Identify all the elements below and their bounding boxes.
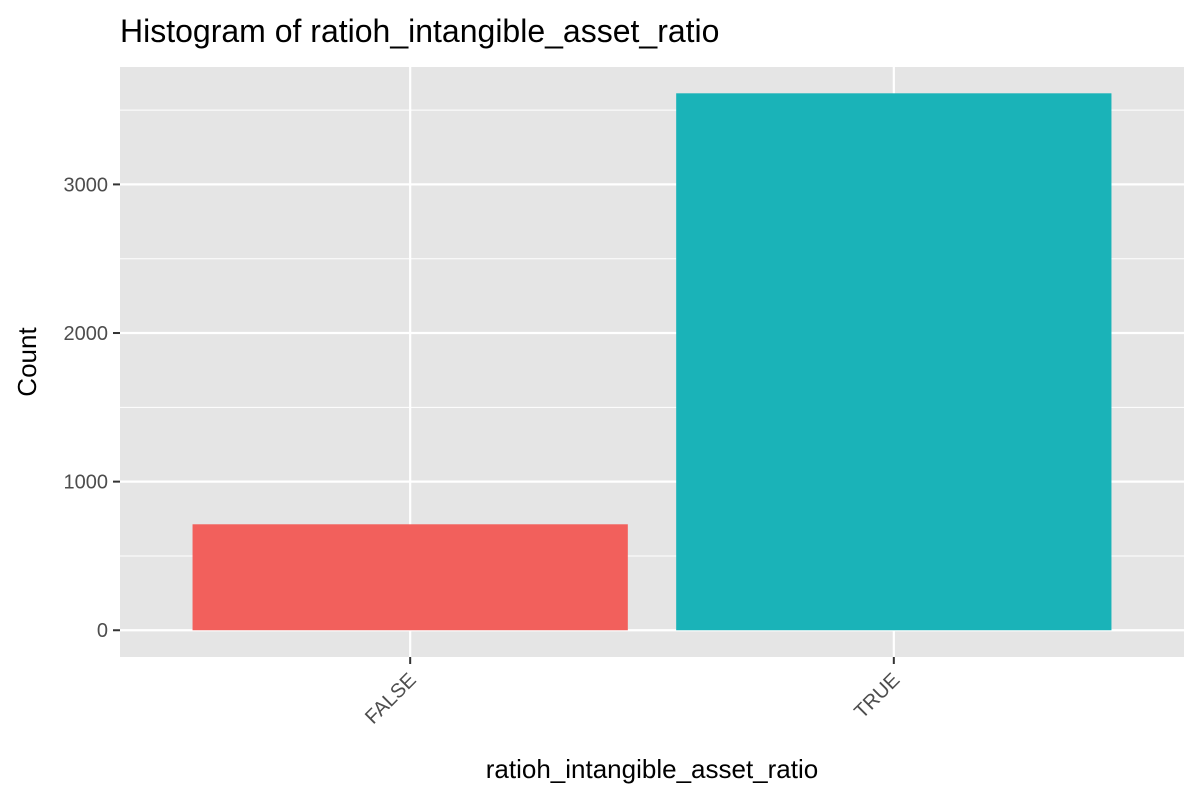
y-tick-label: 3000 [64,174,109,196]
bar-true [676,93,1112,631]
y-axis: 0 1000 2000 3000 [64,174,120,642]
x-axis-title: ratioh_intangible_asset_ratio [486,754,818,784]
x-axis: FALSE TRUE [361,657,904,729]
x-tick-label: FALSE [361,669,421,729]
bar-false [192,524,628,631]
bars [192,93,1112,631]
y-tick-label: 2000 [64,323,109,345]
y-tick-label: 1000 [64,472,109,494]
x-tick-label: TRUE [850,669,904,723]
chart-title: Histogram of ratioh_intangible_asset_rat… [120,13,719,49]
y-tick-label: 0 [97,620,108,642]
y-axis-title: Count [12,327,42,397]
